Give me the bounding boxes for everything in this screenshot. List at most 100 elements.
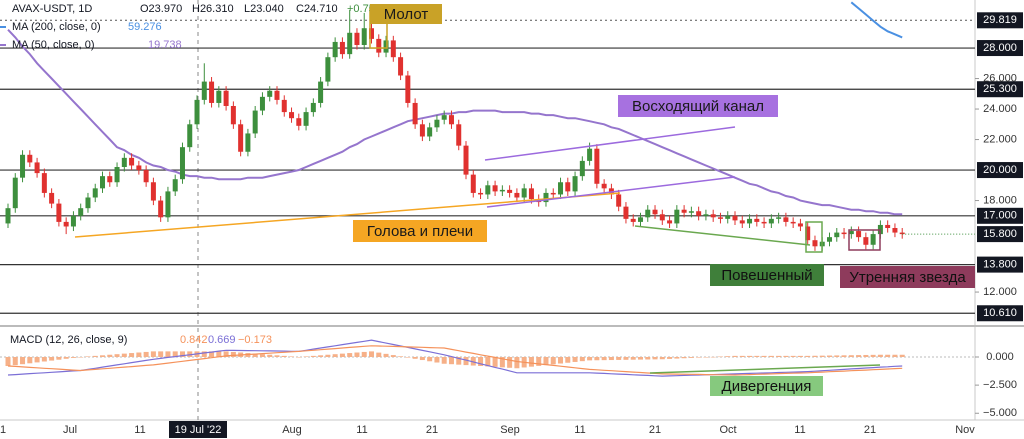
candle-body: [841, 232, 847, 235]
histogram-bar: [703, 357, 709, 358]
ma-line: [850, 1, 903, 39]
histogram-bar: [114, 354, 120, 357]
histogram-bar: [310, 355, 316, 357]
candle-body: [674, 209, 680, 224]
histogram-bar: [579, 357, 585, 362]
histogram-bar: [143, 351, 149, 357]
candle-body: [223, 90, 229, 106]
annotation: Голова и плечи: [367, 223, 473, 240]
candle-body: [507, 189, 513, 193]
candle-body: [267, 90, 273, 97]
candle-body: [783, 217, 789, 222]
axes: 28.000 25.300 20.000 17.000 13.800 10.610 29.8…: [0, 12, 1023, 438]
legend-value: 59.276: [128, 21, 162, 33]
price-label-box: [977, 207, 1023, 224]
price-label: 13.800: [983, 259, 1017, 271]
histogram-bar: [572, 357, 578, 362]
x-tick-label: 11: [134, 424, 145, 436]
histogram-bar: [827, 355, 833, 357]
candle-body: [49, 192, 55, 204]
candle-body: [463, 145, 469, 175]
price-label-box: [977, 256, 1023, 273]
histogram-bar: [645, 357, 651, 360]
histogram-bar: [463, 357, 469, 366]
histogram-bar: [659, 357, 665, 360]
candle-body: [143, 170, 149, 183]
histogram-bar: [856, 355, 862, 357]
legend-value: 0.842: [180, 334, 208, 346]
histogram-bar: [318, 355, 324, 357]
candle-body: [398, 57, 404, 76]
candle-body: [667, 220, 673, 224]
candle-body: [768, 218, 774, 224]
histogram-bar: [492, 357, 498, 367]
histogram-bar: [405, 357, 411, 358]
candle-body: [448, 115, 454, 125]
price-label: 22.000: [983, 133, 1017, 145]
macd-line: [7, 345, 903, 376]
annotation-box: [710, 264, 824, 286]
candle-body: [332, 41, 338, 58]
histogram-bar: [85, 356, 91, 357]
histogram-bar: [92, 355, 98, 357]
histogram-bar: [27, 357, 33, 364]
candle-body: [187, 124, 193, 148]
histogram-bar: [100, 355, 106, 357]
candle-body: [681, 209, 687, 213]
histogram-bar: [172, 351, 178, 357]
candle-body: [150, 182, 156, 201]
candle-body: [572, 176, 578, 192]
candle-body: [492, 185, 498, 192]
histogram-bar: [499, 357, 505, 368]
candle-body: [739, 220, 745, 224]
histogram-bar: [812, 355, 818, 357]
histogram-bar: [805, 355, 811, 357]
histogram-bar: [739, 355, 745, 357]
candle-body: [201, 81, 207, 100]
price-label-box: [977, 40, 1023, 57]
candle-body: [594, 148, 600, 184]
candle-body: [361, 28, 367, 45]
legend-value: 19.738: [148, 39, 182, 51]
histogram-bar: [369, 351, 374, 357]
histogram-bar: [558, 357, 564, 364]
x-tick-label: 11: [356, 424, 367, 436]
histogram-bar: [267, 354, 273, 357]
candle-body: [107, 176, 113, 183]
ohlc-value: C24.710: [296, 3, 338, 15]
histogram-bar: [223, 351, 229, 357]
histogram-bar: [485, 357, 491, 367]
candle-body: [85, 197, 91, 209]
candle-body: [252, 110, 258, 134]
candle-body: [194, 99, 200, 125]
annotation: Дивергенция: [722, 378, 812, 395]
candle-body: [834, 232, 840, 238]
chart-title: AVAX-USDT, 1D: [12, 3, 92, 15]
histogram-bar: [478, 357, 484, 366]
histogram-bar: [339, 353, 345, 357]
candle-body: [412, 102, 418, 125]
candle-body: [383, 40, 389, 53]
divergence-line: [649, 364, 881, 374]
histogram-bar: [209, 351, 215, 357]
candle-body: [637, 217, 643, 222]
histogram-bar: [427, 357, 433, 362]
candle-body: [899, 232, 905, 235]
candle-body: [827, 237, 833, 242]
candle-body: [623, 206, 629, 219]
x-tick-label: 21: [426, 424, 438, 436]
candle-body: [339, 41, 345, 55]
annotation: Молот: [384, 6, 429, 23]
histogram-bar: [158, 351, 164, 357]
price-label: 17.000: [983, 210, 1017, 222]
histogram-bar: [899, 354, 905, 357]
histogram-bar: [674, 357, 680, 359]
candle-body: [56, 203, 62, 222]
candle-body: [761, 221, 767, 224]
x-tick-label: Sep: [500, 424, 520, 436]
candle-body: [688, 211, 694, 213]
histogram-bar: [398, 356, 404, 357]
candle-body: [885, 224, 891, 229]
annotation-box: [710, 376, 823, 396]
histogram-bar: [565, 357, 571, 363]
